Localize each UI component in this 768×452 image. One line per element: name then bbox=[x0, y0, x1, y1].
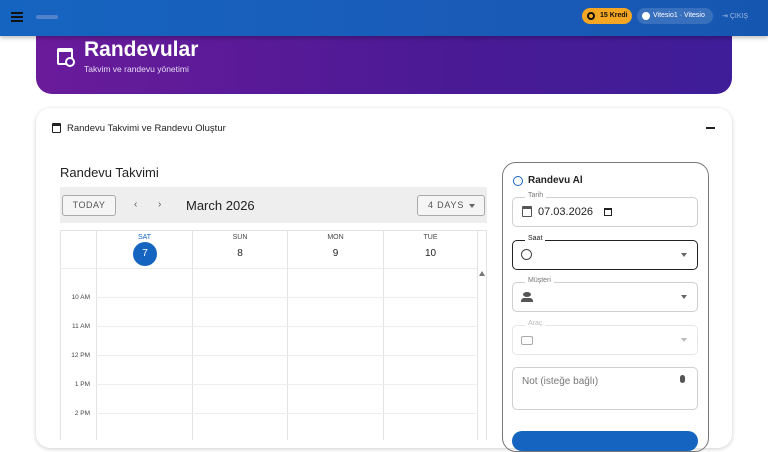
hour-label: 1 PM bbox=[74, 381, 90, 388]
prev-icon[interactable]: ‹ bbox=[134, 199, 138, 210]
clock-icon bbox=[521, 249, 532, 260]
section-header[interactable]: Randevu Takvimi ve Randevu Oluştur bbox=[52, 122, 722, 136]
credits-text: 15 Kredi bbox=[600, 12, 628, 19]
note-placeholder: Not (isteğe bağlı) bbox=[522, 376, 599, 387]
day-column[interactable]: MON 9 bbox=[287, 230, 383, 440]
calendar-icon bbox=[522, 206, 532, 217]
clock-icon bbox=[513, 176, 523, 186]
minus-icon[interactable] bbox=[706, 127, 715, 129]
today-date-badge[interactable]: 7 bbox=[133, 242, 157, 266]
next-icon[interactable]: › bbox=[158, 199, 162, 210]
credits-badge[interactable]: 15 Kredi bbox=[582, 8, 632, 24]
customer-select[interactable]: Müşteri bbox=[512, 277, 698, 312]
hour-line bbox=[96, 355, 478, 356]
user-name: Vitesio1 · Vitesio bbox=[653, 12, 705, 19]
logo[interactable] bbox=[36, 15, 58, 19]
vehicle-select: Araç bbox=[512, 320, 698, 355]
scroll-up-icon[interactable] bbox=[479, 271, 485, 276]
section-title: Randevu Takvimi ve Randevu Oluştur bbox=[67, 123, 226, 134]
microphone-icon[interactable] bbox=[680, 375, 685, 383]
today-button[interactable]: TODAY bbox=[62, 195, 116, 216]
account-icon bbox=[642, 12, 650, 20]
page-title: Randevular bbox=[84, 38, 199, 61]
hour-label: 12 PM bbox=[71, 352, 90, 359]
page-subtitle: Takvim ve randevu yönetimi bbox=[84, 64, 189, 74]
date-picker-icon[interactable] bbox=[604, 208, 612, 216]
form-title: Randevu Al bbox=[528, 175, 583, 186]
logout-button[interactable]: ⇥ ÇIKIŞ bbox=[722, 13, 749, 20]
hour-line bbox=[96, 384, 478, 385]
month-label: March 2026 bbox=[186, 198, 255, 213]
calendar-icon bbox=[52, 123, 61, 133]
day-column[interactable]: SUN 8 bbox=[192, 230, 287, 440]
chevron-down-icon bbox=[681, 295, 687, 299]
car-icon bbox=[521, 336, 533, 345]
calendar-toolbar bbox=[60, 187, 487, 223]
chevron-down-icon bbox=[469, 204, 475, 208]
hamburger-icon[interactable] bbox=[11, 12, 23, 22]
calendar-clock-icon bbox=[57, 48, 75, 67]
submit-button[interactable] bbox=[512, 431, 698, 451]
hour-line bbox=[96, 413, 478, 414]
coin-icon bbox=[587, 12, 595, 20]
person-icon-body bbox=[521, 298, 533, 302]
view-select[interactable]: 4 DAYS bbox=[417, 195, 485, 216]
person-icon bbox=[523, 292, 531, 297]
date-field[interactable]: Tarih 07.03.2026 bbox=[512, 192, 698, 227]
note-textarea[interactable]: Not (isteğe bağlı) bbox=[512, 367, 698, 410]
chevron-down-icon bbox=[681, 338, 687, 342]
hour-label: 10 AM bbox=[71, 294, 90, 301]
user-chip[interactable]: Vitesio1 · Vitesio bbox=[637, 8, 713, 24]
hour-line bbox=[96, 297, 478, 298]
logout-icon: ⇥ bbox=[722, 13, 730, 20]
top-app-bar: 15 Kredi Vitesio1 · Vitesio ⇥ ÇIKIŞ bbox=[0, 0, 768, 36]
date-value: 07.03.2026 bbox=[538, 206, 594, 218]
calendar-section-card bbox=[36, 108, 732, 448]
calendar-title: Randevu Takvimi bbox=[60, 165, 159, 180]
hour-label: 2 PM bbox=[74, 410, 90, 417]
chevron-down-icon bbox=[681, 253, 687, 257]
time-select[interactable]: Saat bbox=[512, 235, 698, 270]
day-column[interactable]: SAT 7 bbox=[96, 230, 192, 440]
day-column[interactable]: TUE 10 bbox=[383, 230, 478, 440]
header-divider bbox=[60, 268, 478, 269]
hour-line bbox=[96, 326, 478, 327]
calendar-grid bbox=[60, 230, 487, 440]
hour-label: 11 AM bbox=[72, 323, 90, 330]
